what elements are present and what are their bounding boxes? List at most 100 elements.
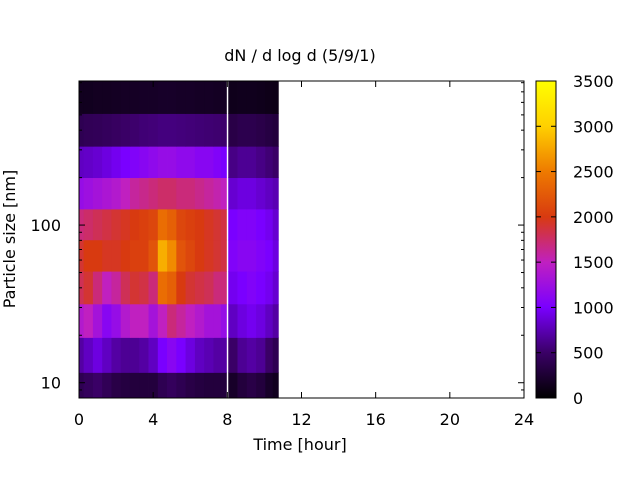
heatmap-cell xyxy=(176,177,187,210)
heatmap-cell xyxy=(129,146,140,179)
heatmap-cell xyxy=(194,271,205,305)
heatmap-cell xyxy=(213,177,222,210)
heatmap-cell xyxy=(167,271,177,305)
heatmap-cell xyxy=(256,337,266,373)
heatmap-cell xyxy=(111,146,122,179)
heatmap-cell xyxy=(92,177,103,210)
heatmap-cell xyxy=(265,208,274,241)
heatmap-cell xyxy=(256,271,266,305)
heatmap-cell xyxy=(194,146,205,179)
heatmap-cell xyxy=(92,337,103,373)
heatmap-cell xyxy=(246,303,257,338)
heatmap-cell xyxy=(228,303,238,338)
heatmap-cell xyxy=(120,239,131,272)
x-axis-label: Time [hour] xyxy=(252,435,346,454)
heatmap-cell xyxy=(176,239,187,272)
heatmap-cell xyxy=(139,81,149,114)
heatmap-cell xyxy=(157,81,168,114)
heatmap-cell xyxy=(256,208,266,241)
colorbar-tick-label: 2500 xyxy=(573,163,614,182)
heatmap-cell xyxy=(272,146,279,179)
heatmap-cell xyxy=(204,177,214,210)
heatmap-cell xyxy=(102,208,112,241)
heatmap-cell xyxy=(194,239,205,272)
heatmap-cell xyxy=(139,146,149,179)
heatmap-cell xyxy=(157,303,168,338)
heatmap-cell xyxy=(176,208,187,241)
chart-title: dN / d log d (5/9/1) xyxy=(224,46,375,65)
heatmap-cell xyxy=(237,372,248,398)
heatmap-cell xyxy=(157,372,168,398)
x-tick-label: 16 xyxy=(365,410,385,429)
heatmap-cell xyxy=(213,372,222,398)
heatmap-cell xyxy=(167,337,177,373)
heatmap-cell xyxy=(228,208,238,241)
heatmap-cell xyxy=(148,208,159,241)
heatmap-cell xyxy=(265,81,274,114)
heatmap-cell xyxy=(120,372,131,398)
heatmap-cell xyxy=(111,208,122,241)
heatmap-cell xyxy=(272,177,279,210)
heatmap-cell xyxy=(272,372,279,398)
heatmap-cell xyxy=(194,81,205,114)
heatmap-cell xyxy=(220,303,227,338)
heatmap-cell xyxy=(139,208,149,241)
heatmap-cell xyxy=(213,303,222,338)
heatmap-cell xyxy=(111,372,122,398)
heatmap-cell xyxy=(148,177,159,210)
heatmap-cell xyxy=(256,239,266,272)
colorbar-ticks: 0 500 1000 1500 2000 2500 3000 3500 xyxy=(536,72,614,408)
heatmap-cell xyxy=(185,177,196,210)
heatmap-cell xyxy=(185,337,196,373)
heatmap-cell xyxy=(139,113,149,147)
heatmap-cell xyxy=(272,208,279,241)
heatmap-cell xyxy=(237,177,248,210)
heatmap-cell xyxy=(129,271,140,305)
heatmap-cell xyxy=(79,303,85,338)
heatmap-cell xyxy=(256,113,266,147)
heatmap-cell xyxy=(246,208,257,241)
heatmap-cell xyxy=(120,177,131,210)
heatmap-cell xyxy=(246,113,257,147)
heatmap-cell xyxy=(237,146,248,179)
heatmap-cell xyxy=(256,81,266,114)
colorbar-tick-label: 3500 xyxy=(573,72,614,91)
heatmap-cell xyxy=(246,81,257,114)
heatmap-cell xyxy=(194,113,205,147)
heatmap-cell xyxy=(79,177,85,210)
heatmap-cell xyxy=(167,208,177,241)
heatmap-cell xyxy=(246,239,257,272)
heatmap-cell xyxy=(265,303,274,338)
heatmap-cells xyxy=(79,81,279,398)
heatmap-cell xyxy=(139,303,149,338)
heatmap-cell xyxy=(167,177,177,210)
heatmap-cell xyxy=(129,372,140,398)
heatmap-cell xyxy=(157,113,168,147)
heatmap-cell xyxy=(139,372,149,398)
heatmap-cell xyxy=(256,303,266,338)
heatmap-cell xyxy=(265,372,274,398)
heatmap-cell xyxy=(157,271,168,305)
heatmap-cell xyxy=(228,146,238,179)
heatmap-cell xyxy=(272,239,279,272)
heatmap-cell xyxy=(176,337,187,373)
heatmap-cell xyxy=(129,177,140,210)
heatmap-cell xyxy=(79,372,85,398)
heatmap-cell xyxy=(157,239,168,272)
heatmap-cell xyxy=(92,303,103,338)
heatmap-cell xyxy=(83,337,94,373)
x-tick-label: 24 xyxy=(514,410,534,429)
heatmap-cell xyxy=(120,303,131,338)
heatmap-cell xyxy=(83,239,94,272)
heatmap-cell xyxy=(111,239,122,272)
heatmap-cell xyxy=(111,303,122,338)
heatmap-cell xyxy=(167,146,177,179)
heatmap-cell xyxy=(120,271,131,305)
heatmap-cell xyxy=(83,177,94,210)
heatmap-cell xyxy=(213,208,222,241)
heatmap-cell xyxy=(185,271,196,305)
colorbar xyxy=(535,80,557,399)
heatmap-cell xyxy=(194,372,205,398)
heatmap-cell xyxy=(148,239,159,272)
heatmap-cell xyxy=(228,113,238,147)
